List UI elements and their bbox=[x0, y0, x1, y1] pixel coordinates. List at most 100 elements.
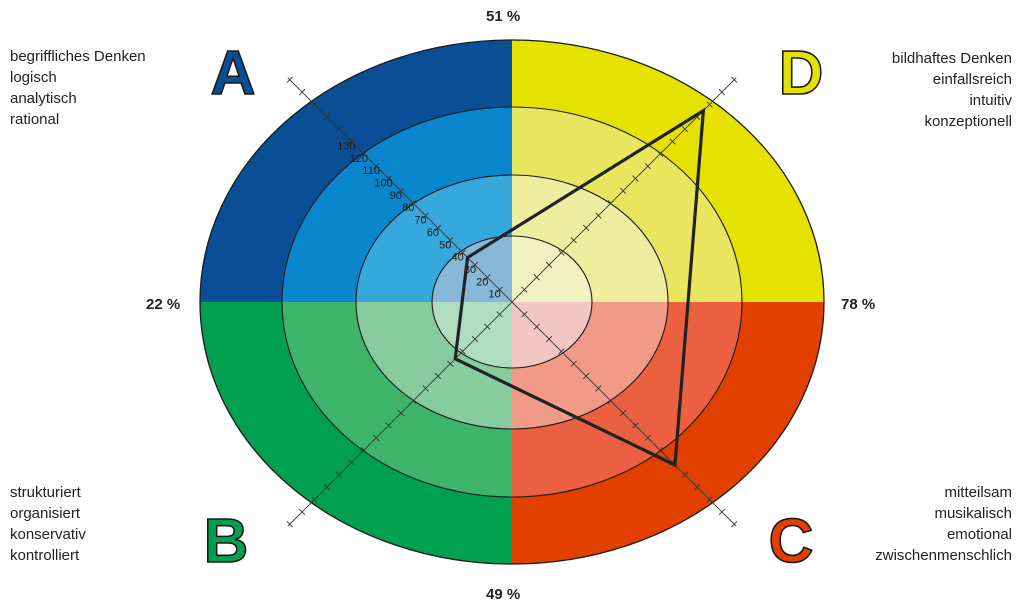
quadrant-a-band-4 bbox=[432, 236, 512, 302]
percentage-bottom: 49 % bbox=[486, 586, 521, 603]
axis-tick-a bbox=[447, 237, 454, 244]
quadrant-letter-b: B bbox=[204, 507, 249, 576]
quadrant-b-line: organisiert bbox=[10, 505, 81, 522]
axis-tick-b bbox=[471, 335, 479, 343]
axis-tick-d bbox=[558, 249, 565, 256]
axis-tick-d bbox=[706, 101, 713, 108]
axis-tick-d bbox=[521, 286, 528, 293]
quadrant-a-description: begriffliches Denken logisch analytisch … bbox=[10, 46, 146, 130]
axis-tick-a bbox=[298, 88, 306, 96]
axis-tick-a bbox=[434, 224, 442, 232]
axis-tick-b bbox=[385, 422, 392, 429]
axis-tick-b bbox=[496, 311, 503, 318]
scale-tick-label: 80 bbox=[402, 202, 414, 214]
scale-tick-label: 130 bbox=[337, 140, 355, 152]
axis-tick-c bbox=[533, 323, 540, 330]
quadrant-d-line: intuitiv bbox=[969, 92, 1012, 109]
axis-tick-c bbox=[595, 385, 602, 392]
axis-tick-d bbox=[607, 200, 614, 207]
quadrant-d-line: einfallsreich bbox=[932, 71, 1012, 88]
axis-tick-d bbox=[731, 76, 738, 83]
axis-tick-b bbox=[410, 397, 417, 404]
scale-tick-label: 70 bbox=[414, 215, 426, 227]
quadrant-c-line: musikalisch bbox=[934, 505, 1012, 522]
axis-tick-c bbox=[607, 397, 614, 404]
axis-tick-a bbox=[286, 76, 293, 83]
axis-tick-c bbox=[521, 311, 528, 318]
axis-tick-c bbox=[545, 335, 553, 343]
axis-tick-c bbox=[644, 434, 651, 441]
quadrant-b-line: konservativ bbox=[10, 526, 86, 543]
quadrant-letter-a: A bbox=[211, 39, 256, 108]
quadrant-b-line: strukturiert bbox=[10, 484, 81, 501]
axis-tick-a bbox=[459, 249, 466, 256]
quadrant-d-line: bildhaftes Denken bbox=[891, 50, 1012, 67]
quadrant-letter-c: C bbox=[769, 507, 814, 576]
axis-tick-b bbox=[484, 323, 491, 330]
scale-tick-label: 40 bbox=[451, 252, 463, 264]
axis-tick-c bbox=[718, 508, 726, 516]
quadrant-a-line: logisch bbox=[10, 69, 57, 86]
axis-tick-a bbox=[422, 212, 429, 219]
axis-tick-a bbox=[373, 163, 380, 170]
axis-tick-b bbox=[397, 409, 405, 417]
scale-tick-label: 120 bbox=[350, 153, 368, 165]
axis-tick-c bbox=[558, 348, 565, 355]
axis-tick-b bbox=[459, 348, 466, 355]
axis-tick-b bbox=[348, 459, 355, 466]
axis-tick-a bbox=[496, 286, 503, 293]
axis-tick-d bbox=[718, 88, 726, 96]
axis-tick-b bbox=[311, 496, 318, 503]
axis-tick-d bbox=[582, 224, 590, 232]
axis-tick-d bbox=[681, 125, 689, 133]
quadrant-c-line: emotional bbox=[946, 526, 1012, 543]
axis-tick-b bbox=[323, 484, 330, 491]
axis-tick-a bbox=[335, 125, 343, 133]
axis-tick-a bbox=[484, 274, 491, 281]
axis-tick-a bbox=[410, 200, 417, 207]
percentage-left: 22 % bbox=[146, 296, 181, 313]
quadrant-a-line: begriffliches Denken bbox=[10, 48, 146, 65]
quadrant-c-line: mitteilsam bbox=[944, 484, 1012, 501]
axis-tick-a bbox=[385, 175, 392, 182]
axis-tick-d bbox=[669, 138, 676, 145]
quadrant-c-line: zwischenmenschlich bbox=[875, 547, 1012, 564]
quadrant-b-line: kontrolliert bbox=[10, 547, 80, 564]
axis-tick-b bbox=[298, 508, 306, 516]
axis-tick-d bbox=[570, 237, 577, 244]
axis-tick-b bbox=[286, 521, 293, 528]
ring-outline-4 bbox=[431, 235, 593, 369]
scale-tick-label: 90 bbox=[390, 190, 402, 202]
scale-tick-label: 100 bbox=[374, 178, 392, 190]
axis-tick-a bbox=[311, 101, 318, 108]
axis-tick-c bbox=[570, 360, 577, 367]
quadrant-b-band-4 bbox=[432, 302, 512, 368]
axis-tick-b bbox=[335, 471, 343, 479]
quadrant-a-line: rational bbox=[10, 111, 60, 128]
quadrant-letter-d: D bbox=[779, 39, 824, 108]
scale-tick-label: 10 bbox=[489, 289, 501, 301]
scale-tick-label: 50 bbox=[439, 239, 451, 251]
axis-tick-d bbox=[595, 212, 602, 219]
axis-tick-c bbox=[706, 496, 713, 503]
axis-tick-c bbox=[582, 372, 590, 380]
axis-tick-c bbox=[657, 447, 664, 454]
axis-tick-d bbox=[533, 274, 540, 281]
axis-tick-b bbox=[373, 434, 380, 441]
quadrant-c-description: mitteilsam musikalisch emotional zwische… bbox=[875, 482, 1012, 566]
quadrant-d-band-4 bbox=[512, 236, 592, 302]
axis-tick-d bbox=[632, 175, 639, 182]
axis-tick-b bbox=[447, 360, 454, 367]
axis-tick-d bbox=[545, 261, 553, 269]
axis-tick-a bbox=[360, 150, 367, 157]
profile-line bbox=[453, 107, 706, 468]
axis-tick-a bbox=[323, 113, 330, 120]
percentage-right: 78 % bbox=[841, 296, 876, 313]
quadrant-b-description: strukturiert organisiert konservativ kon… bbox=[10, 482, 86, 566]
axis-tick-d bbox=[644, 163, 651, 170]
axis-tick-a bbox=[348, 138, 355, 145]
axis-tick-b bbox=[360, 447, 367, 454]
scale-tick-label: 20 bbox=[476, 276, 488, 288]
quadrant-d-description: bildhaftes Denken einfallsreich intuitiv… bbox=[892, 48, 1012, 132]
axis-tick-b bbox=[422, 385, 429, 392]
